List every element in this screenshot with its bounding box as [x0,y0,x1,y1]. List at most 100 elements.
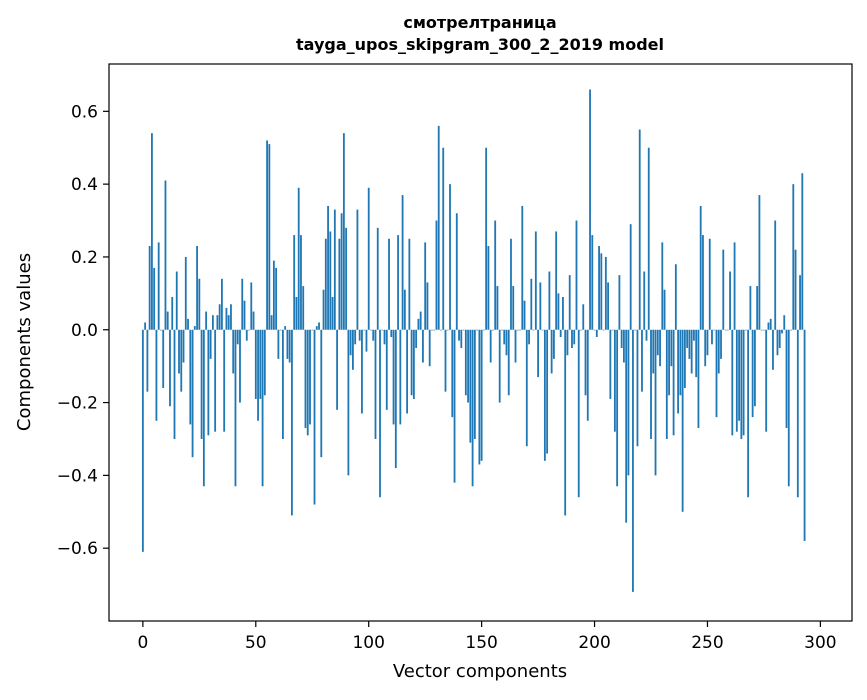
bar [507,329,510,396]
bar [272,260,275,330]
bar [498,329,501,403]
bar [464,329,467,396]
bar [543,329,546,461]
bar [345,227,348,330]
bar [704,329,707,367]
bar [480,329,483,461]
bar [333,209,336,330]
bar [566,329,569,356]
bar [390,329,393,338]
bar [695,329,698,378]
bar [250,282,253,330]
bar [431,329,433,331]
bar [790,329,792,331]
bar [157,242,160,330]
bar [645,329,648,341]
bar [485,147,488,330]
bars-group [141,89,806,592]
bar [327,205,329,330]
bar [408,238,411,330]
bar [564,329,567,516]
bar [562,296,564,330]
y-axis-ticks: −0.6 −0.4 −0.2 0.0 0.2 0.4 0.6 [57,102,109,559]
bar [173,329,176,439]
bar [460,329,463,348]
bar [776,329,779,356]
bar [379,329,381,498]
bar [178,329,180,374]
bar [291,329,293,516]
bar [415,329,418,348]
bar [726,329,729,331]
bar [329,231,332,330]
bar [731,329,734,436]
bar [209,329,212,359]
bar [184,256,187,330]
bar [304,329,307,429]
bar [683,329,686,389]
bar [191,329,194,458]
bar [632,329,634,592]
bar [342,133,345,330]
bar [424,242,427,330]
bar [281,329,284,439]
bar [297,187,300,330]
bar [435,220,438,330]
bar [286,329,289,359]
bar [446,329,449,331]
bar [609,329,612,399]
bar [234,329,237,487]
bar [392,329,395,425]
bar [756,286,759,330]
bar [198,278,201,330]
bar [473,329,476,439]
bar [367,187,370,330]
bar [559,329,562,338]
bar [688,329,691,359]
bar [796,329,799,498]
bar [338,238,341,330]
bar [207,329,210,436]
bar [169,329,171,407]
bar [279,329,282,331]
bar [794,249,797,330]
bar [284,326,287,330]
bar [261,329,264,487]
bar [216,315,219,330]
bar [589,89,591,330]
bar [313,329,316,505]
bar [539,282,542,330]
bar [182,329,185,363]
bar [202,329,205,487]
bar [444,329,447,392]
bar [397,235,399,330]
bar [555,231,558,330]
bar [613,329,616,432]
bar [428,329,431,367]
bar [765,329,768,432]
bar [412,329,415,399]
bar [510,238,512,330]
bar [331,296,334,330]
bar [347,329,350,476]
bar [602,329,605,331]
bar [239,329,241,403]
bar [478,329,481,465]
bar [659,329,661,367]
x-tick-label: 250 [691,633,723,653]
bar [677,329,680,414]
bar [634,329,637,331]
bar [155,329,158,421]
bar [489,329,492,363]
bar [410,329,413,396]
chart-subtitle: tayga_upos_skipgram_300_2_2019 model [296,35,664,54]
bar [530,278,533,330]
bar [647,147,650,330]
bar [270,315,273,330]
bar [442,147,445,330]
bar [223,329,226,432]
bar [440,329,442,331]
bar [374,329,377,439]
bar [641,329,643,392]
bar [232,329,235,374]
